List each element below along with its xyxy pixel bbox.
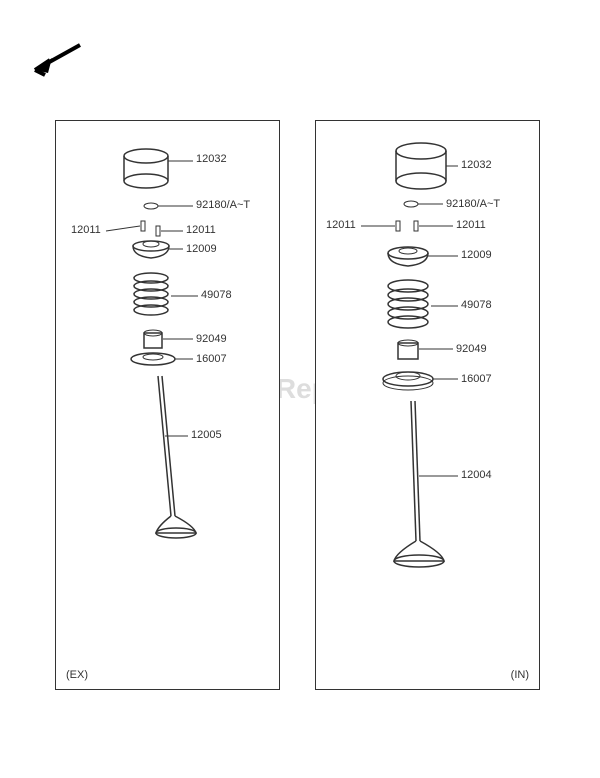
label-12032-ex: 12032 [196, 153, 227, 165]
label-16007-in: 16007 [461, 373, 492, 385]
label-12004-in: 12004 [461, 469, 492, 481]
label-12011-in-l: 12011 [326, 219, 356, 231]
label-92049-in: 92049 [456, 343, 487, 355]
label-92049-ex: 92049 [196, 333, 227, 345]
label-12005-ex: 12005 [191, 429, 222, 441]
label-92180-ex: 92180/A~T [196, 199, 250, 211]
panel-label-ex: (EX) [66, 669, 88, 681]
label-49078-ex: 49078 [201, 289, 232, 301]
label-12011-ex-l: 12011 [71, 224, 101, 236]
label-12032-in: 12032 [461, 159, 492, 171]
arrow-icon [30, 40, 90, 80]
label-49078-in: 49078 [461, 299, 492, 311]
label-12009-ex: 12009 [186, 243, 217, 255]
panel-label-in: (IN) [511, 669, 529, 681]
label-12011-in-r: 12011 [456, 219, 486, 231]
panel-intake: 12032 92180/A~T 12011 12011 12009 49078 … [315, 120, 540, 690]
label-16007-ex: 16007 [196, 353, 227, 365]
intake-diagram [316, 121, 541, 691]
label-92180-in: 92180/A~T [446, 198, 500, 210]
panel-exhaust: 12032 92180/A~T 12011 12011 12009 49078 … [55, 120, 280, 690]
label-12009-in: 12009 [461, 249, 492, 261]
label-12011-ex-r: 12011 [186, 224, 216, 236]
